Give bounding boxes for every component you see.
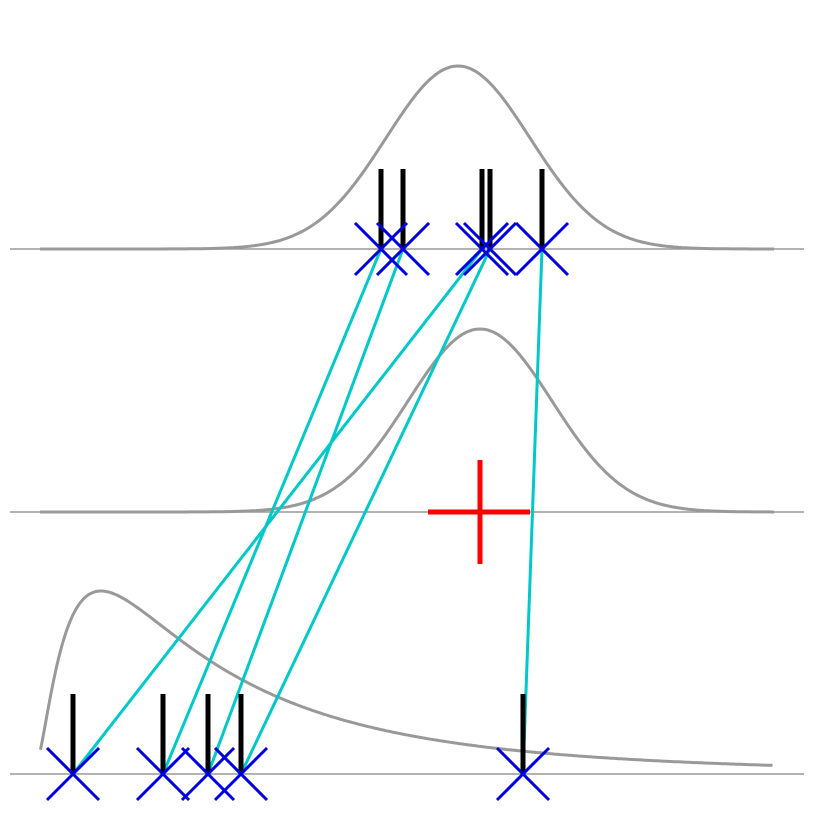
sample-marker-bottom-0	[45, 746, 101, 802]
density-curve-bottom	[39, 589, 773, 767]
cross-stroke-b	[45, 746, 101, 802]
cross-stroke-b	[495, 746, 551, 802]
cross-stroke-b	[135, 746, 191, 802]
cross-stroke-b	[353, 221, 409, 277]
connector-line-1	[206, 248, 405, 775]
cross-stroke-b	[514, 221, 570, 277]
density-curves-layer	[39, 64, 774, 767]
connector-line-2	[71, 248, 484, 775]
sample-stems-layer	[70, 169, 545, 774]
cross-stroke-b	[454, 221, 510, 277]
sample-marker-top-4	[514, 221, 570, 277]
connector-line-3	[239, 248, 492, 775]
density-curve-top	[40, 64, 774, 251]
sample-marker-top-0	[353, 221, 409, 277]
mean-marker-middle	[428, 460, 530, 564]
connectors-layer	[71, 248, 544, 775]
sample-marker-bottom-1	[135, 746, 191, 802]
sample-markers-layer	[45, 221, 570, 802]
cross-stroke-b	[213, 746, 269, 802]
cross-stroke-b	[462, 221, 518, 277]
density-curve-middle	[40, 327, 774, 514]
sample-marker-bottom-4	[495, 746, 551, 802]
sample-marker-top-3	[462, 221, 518, 277]
mean-marker-layer	[428, 460, 530, 564]
cross-stroke-b	[375, 221, 431, 277]
connector-line-0	[161, 248, 383, 775]
sample-marker-top-1	[375, 221, 431, 277]
sample-marker-top-2	[454, 221, 510, 277]
connector-line-4	[521, 248, 544, 775]
sample-marker-bottom-3	[213, 746, 269, 802]
